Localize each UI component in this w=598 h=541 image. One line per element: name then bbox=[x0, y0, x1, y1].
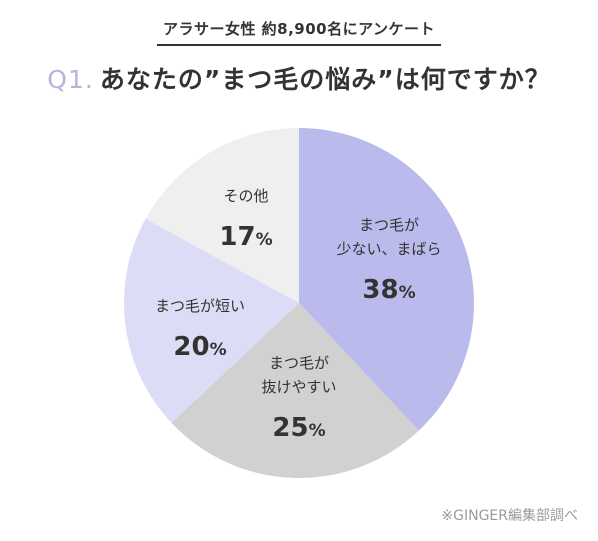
pie-slice-2 bbox=[171, 303, 419, 479]
slice-name-line: まつ毛が短い bbox=[155, 297, 245, 315]
survey-header: アラサー女性 約8,900名にアンケート bbox=[0, 18, 598, 46]
question-text: あなたの”まつ毛の悩み”は何ですか？ bbox=[99, 65, 551, 94]
slice-label-3: まつ毛が短い 20% bbox=[155, 297, 245, 362]
question-number: Q1. bbox=[47, 65, 94, 94]
pie-slice-4 bbox=[145, 128, 299, 303]
question-title: Q1. あなたの”まつ毛の悩み”は何ですか？ bbox=[0, 60, 598, 96]
slice-value: 38% bbox=[362, 275, 415, 305]
slice-name-line: その他 bbox=[223, 187, 268, 205]
pie-slice-1 bbox=[299, 128, 475, 431]
slice-name-line: 少ない、まばら bbox=[336, 240, 441, 258]
slice-name-line: まつ毛が bbox=[269, 354, 329, 372]
source-note: ※GINGER編集部調べ bbox=[441, 508, 578, 524]
slice-value: 25% bbox=[272, 413, 325, 443]
slice-label-4: その他 17% bbox=[219, 187, 272, 252]
slice-name-line: 抜けやすい bbox=[261, 378, 336, 396]
slice-value: 17% bbox=[219, 222, 272, 252]
slice-value: 20% bbox=[173, 332, 226, 362]
slice-name-line: まつ毛が bbox=[359, 216, 419, 234]
pie-slice-3 bbox=[123, 218, 300, 423]
survey-header-text: アラサー女性 約8,900名にアンケート bbox=[156, 18, 442, 46]
